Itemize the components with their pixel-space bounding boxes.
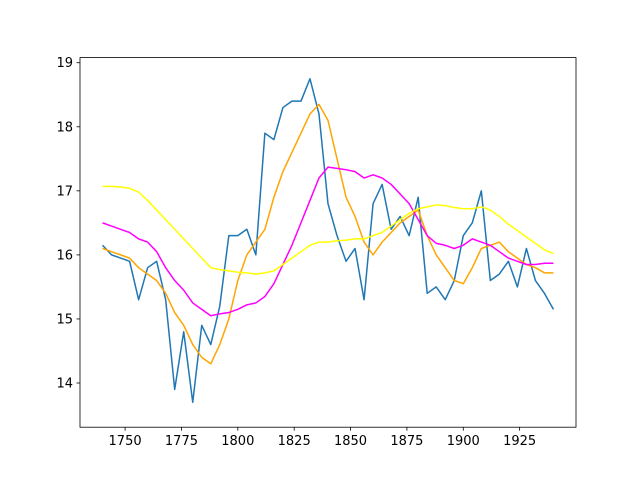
data-line: [102, 103, 554, 365]
y-tick-label: 15: [56, 312, 73, 327]
x-tick-label: 1825: [278, 434, 311, 449]
data-line: [102, 77, 555, 403]
x-tick-label: 1800: [221, 434, 254, 449]
x-tick-label: 1750: [109, 434, 142, 449]
x-tick-label: 1850: [334, 434, 367, 449]
y-tick-label: 19: [56, 56, 73, 71]
data-line: [102, 166, 554, 317]
y-tick-label: 14: [56, 377, 73, 392]
y-tick-label: 17: [56, 184, 73, 199]
y-tick-label: 18: [56, 120, 73, 135]
x-tick-label: 1775: [165, 434, 198, 449]
y-tick-label: 16: [56, 248, 73, 263]
x-tick-label: 1925: [503, 434, 536, 449]
plot-frame: [79, 57, 577, 428]
x-tick-label: 1900: [447, 434, 480, 449]
data-line: [102, 185, 554, 275]
x-tick-label: 1875: [390, 434, 423, 449]
